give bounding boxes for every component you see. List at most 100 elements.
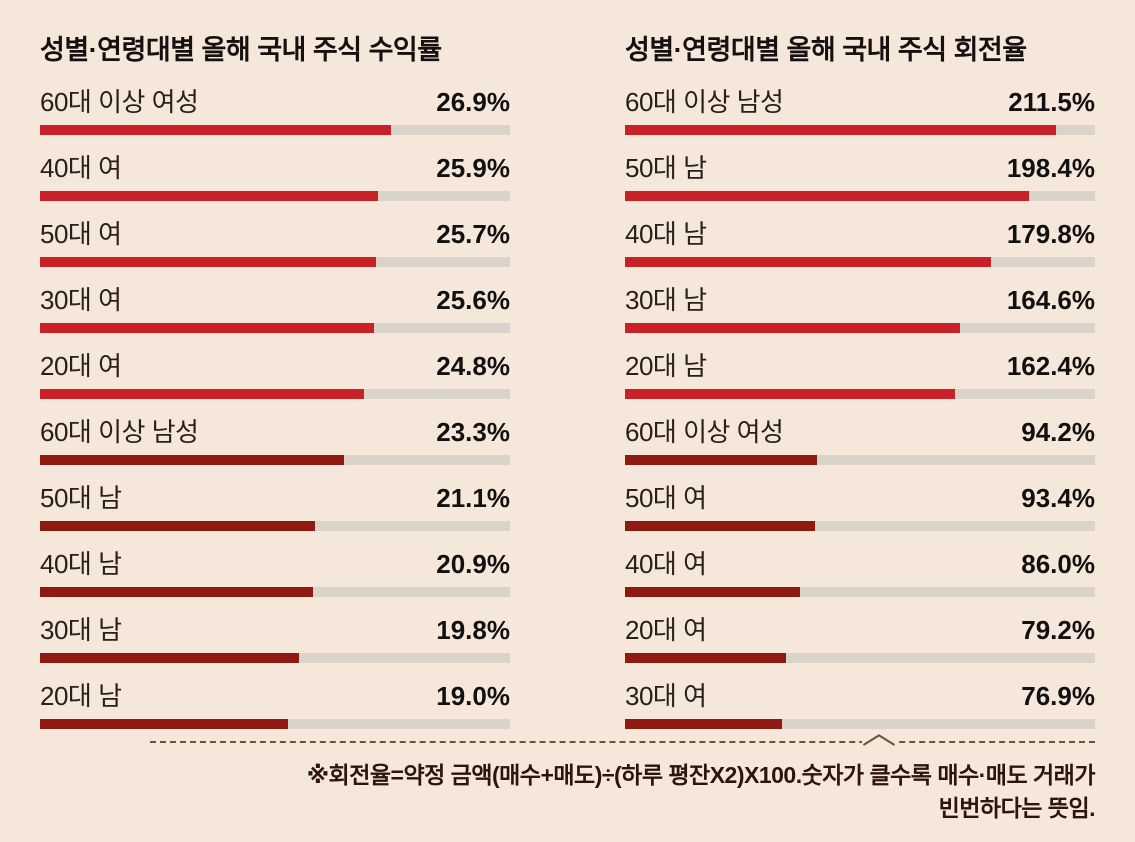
value-label: 86.0% bbox=[1021, 549, 1095, 579]
bar-track bbox=[40, 455, 510, 465]
bar-fill bbox=[625, 257, 991, 267]
bar-row-head: 40대 여 86.0% bbox=[625, 549, 1095, 579]
bar-fill bbox=[40, 521, 316, 531]
bar-fill bbox=[40, 455, 345, 465]
category-label: 30대 여 bbox=[625, 681, 707, 711]
bar-row: 40대 남 179.8% bbox=[625, 219, 1095, 267]
value-label: 21.1% bbox=[436, 483, 510, 513]
bar-row: 60대 이상 여성 94.2% bbox=[625, 417, 1095, 465]
category-label: 30대 여 bbox=[40, 285, 122, 315]
bar-row-head: 30대 여 76.9% bbox=[625, 681, 1095, 711]
value-label: 19.0% bbox=[436, 681, 510, 711]
bar-row-head: 60대 이상 여성 26.9% bbox=[40, 87, 510, 117]
category-label: 60대 이상 여성 bbox=[625, 417, 784, 447]
bar-fill bbox=[40, 719, 289, 729]
bar-row-head: 50대 여 93.4% bbox=[625, 483, 1095, 513]
bar-row: 20대 남 162.4% bbox=[625, 351, 1095, 399]
bar-track bbox=[625, 257, 1095, 267]
bar-fill bbox=[40, 191, 378, 201]
bar-track bbox=[40, 653, 510, 663]
category-label: 20대 남 bbox=[625, 351, 707, 381]
bar-row-head: 50대 여 25.7% bbox=[40, 219, 510, 249]
value-label: 76.9% bbox=[1021, 681, 1095, 711]
value-label: 23.3% bbox=[436, 417, 510, 447]
chart-title-turnover: 성별·연령대별 올해 국내 주식 회전율 bbox=[625, 35, 1027, 65]
bar-row-head: 20대 남 162.4% bbox=[625, 351, 1095, 381]
value-label: 79.2% bbox=[1021, 615, 1095, 645]
bar-track bbox=[625, 389, 1095, 399]
bar-fill bbox=[40, 257, 376, 267]
value-label: 211.5% bbox=[1008, 87, 1095, 117]
chart-turnover: 성별·연령대별 올해 국내 주식 회전율 60대 이상 남성 211.5% 50대 … bbox=[625, 22, 1095, 729]
bar-row-head: 20대 여 79.2% bbox=[625, 615, 1095, 645]
bar-row-head: 40대 남 20.9% bbox=[40, 549, 510, 579]
bar-row-head: 30대 남 19.8% bbox=[40, 615, 510, 645]
bar-row-head: 20대 남 19.0% bbox=[40, 681, 510, 711]
bar-fill bbox=[40, 323, 375, 333]
bar-fill bbox=[625, 455, 817, 465]
footnote-line-2: 빈번하다는 뜻임. bbox=[938, 795, 1096, 822]
bar-row-head: 30대 남 164.6% bbox=[625, 285, 1095, 315]
bar-row-head: 60대 이상 여성 94.2% bbox=[625, 417, 1095, 447]
bar-rows-turnover: 60대 이상 남성 211.5% 50대 남 198.4% 40대 남 179.8% 30대… bbox=[625, 87, 1095, 729]
category-label: 40대 여 bbox=[625, 549, 707, 579]
bar-track bbox=[625, 191, 1095, 201]
category-label: 40대 여 bbox=[40, 153, 122, 183]
bar-row: 30대 남 164.6% bbox=[625, 285, 1095, 333]
chart-returns: 성별·연령대별 올해 국내 주식 수익률 60대 이상 여성 26.9% 40대 여… bbox=[40, 22, 510, 729]
bar-row: 50대 여 25.7% bbox=[40, 219, 510, 267]
bar-track bbox=[40, 125, 510, 135]
bar-fill bbox=[625, 653, 787, 663]
bar-track bbox=[40, 323, 510, 333]
bar-fill bbox=[40, 587, 314, 597]
bar-row: 40대 남 20.9% bbox=[40, 549, 510, 597]
category-label: 30대 남 bbox=[625, 285, 707, 315]
bar-row: 50대 남 198.4% bbox=[625, 153, 1095, 201]
category-label: 30대 남 bbox=[40, 615, 122, 645]
bar-fill bbox=[625, 191, 1029, 201]
bar-row-head: 50대 남 198.4% bbox=[625, 153, 1095, 183]
bar-rows-returns: 60대 이상 여성 26.9% 40대 여 25.9% 50대 여 25.7% 30대 여 2… bbox=[40, 87, 510, 729]
category-label: 20대 남 bbox=[40, 681, 122, 711]
bar-fill bbox=[40, 389, 364, 399]
bar-track bbox=[625, 323, 1095, 333]
value-label: 25.9% bbox=[436, 153, 510, 183]
bar-track bbox=[40, 389, 510, 399]
value-label: 198.4% bbox=[1006, 153, 1095, 183]
bar-row: 20대 여 79.2% bbox=[625, 615, 1095, 663]
bar-track bbox=[625, 719, 1095, 729]
bar-track bbox=[40, 257, 510, 267]
category-label: 40대 남 bbox=[625, 219, 707, 249]
bar-row: 30대 남 19.8% bbox=[40, 615, 510, 663]
category-label: 50대 남 bbox=[40, 483, 122, 513]
category-label: 20대 여 bbox=[40, 351, 122, 381]
footer: ※회전율=약정 금액(매수+매도)÷(하루 평잔X2)X100.숫자가 클수록 … bbox=[40, 731, 1096, 826]
bar-fill bbox=[625, 323, 961, 333]
bar-track bbox=[625, 653, 1095, 663]
bar-track bbox=[40, 719, 510, 729]
bar-fill bbox=[625, 389, 956, 399]
bar-fill bbox=[40, 653, 299, 663]
bar-row: 20대 여 24.8% bbox=[40, 351, 510, 399]
category-label: 50대 남 bbox=[625, 153, 707, 183]
bar-track bbox=[625, 455, 1095, 465]
bar-track bbox=[625, 521, 1095, 531]
charts-container: 성별·연령대별 올해 국내 주식 수익률 60대 이상 여성 26.9% 40대 여… bbox=[40, 22, 1095, 729]
category-label: 40대 남 bbox=[40, 549, 122, 579]
bar-track bbox=[40, 191, 510, 201]
value-label: 93.4% bbox=[1021, 483, 1095, 513]
value-label: 25.6% bbox=[436, 285, 510, 315]
category-label: 50대 여 bbox=[625, 483, 707, 513]
bar-row: 30대 여 76.9% bbox=[625, 681, 1095, 729]
bar-track bbox=[40, 587, 510, 597]
value-label: 94.2% bbox=[1021, 417, 1095, 447]
bar-fill bbox=[625, 125, 1056, 135]
bar-fill bbox=[40, 125, 392, 135]
chart-title-returns: 성별·연령대별 올해 국내 주식 수익률 bbox=[40, 35, 442, 65]
value-label: 179.8% bbox=[1006, 219, 1095, 249]
bar-row: 50대 남 21.1% bbox=[40, 483, 510, 531]
bar-fill bbox=[625, 521, 815, 531]
value-label: 25.7% bbox=[436, 219, 510, 249]
value-label: 20.9% bbox=[436, 549, 510, 579]
